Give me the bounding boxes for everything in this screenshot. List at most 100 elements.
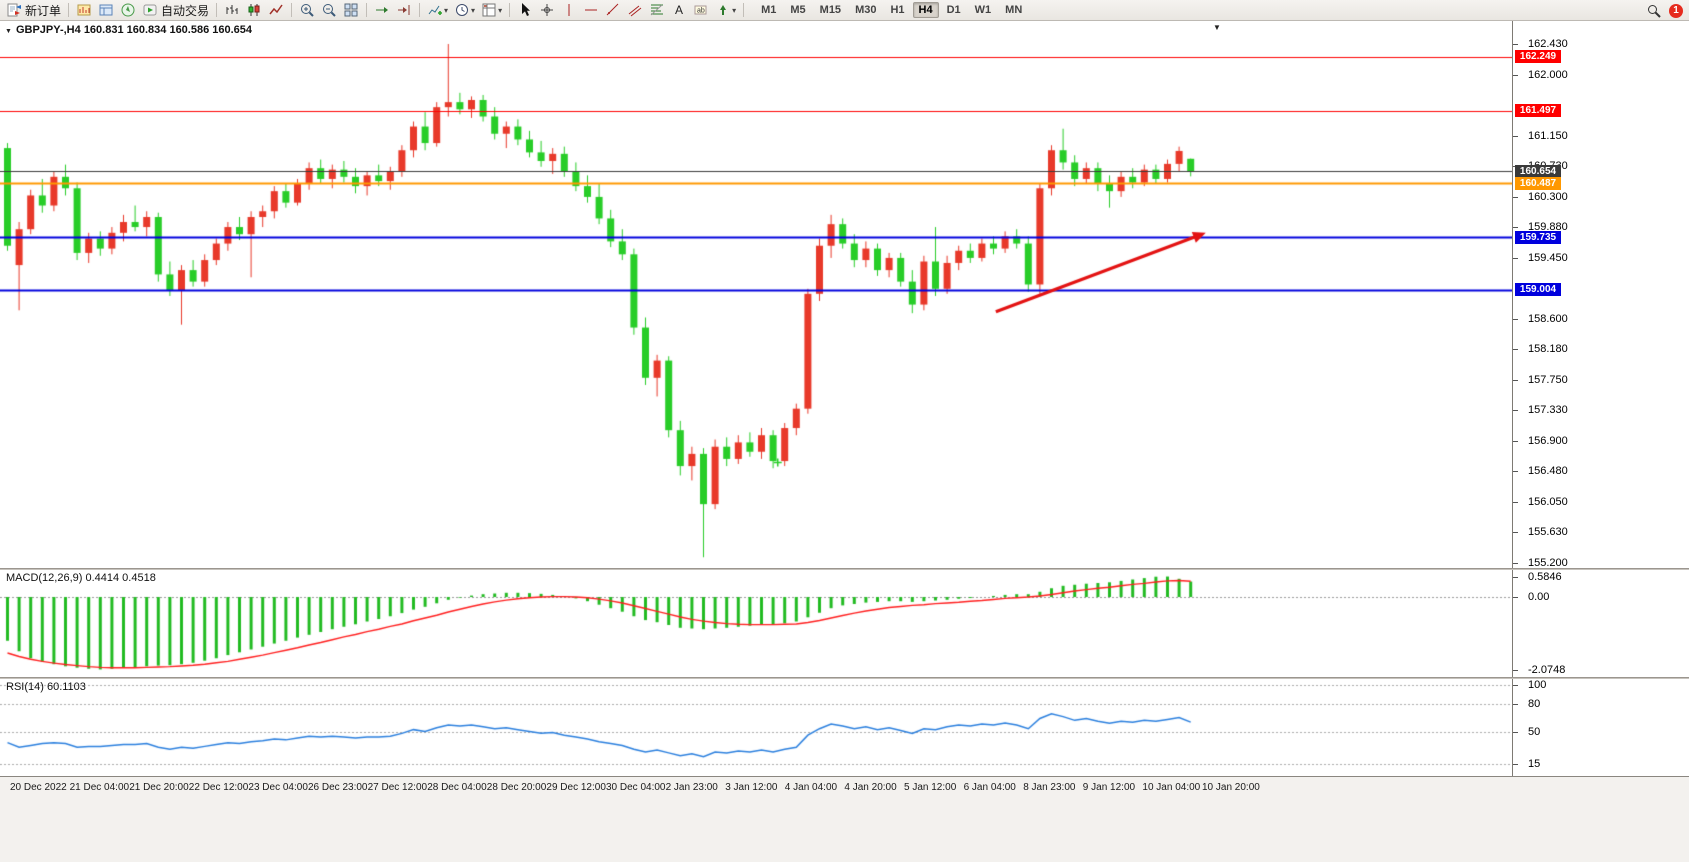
price-tick: 159.880 — [1528, 221, 1568, 234]
bottom-filler — [0, 798, 1689, 862]
macd-tick: 0.00 — [1528, 591, 1550, 603]
rsi-tick: 80 — [1528, 697, 1541, 710]
new-order-icon — [7, 3, 21, 17]
cursor-button[interactable] — [515, 1, 535, 19]
axis-tick-mark — [1513, 410, 1518, 412]
timeframe-w1[interactable]: W1 — [974, 4, 992, 16]
timeframe-m30[interactable]: M30 — [855, 4, 877, 16]
price-tick: 156.050 — [1528, 495, 1568, 508]
horizontal-line-button[interactable] — [581, 1, 601, 19]
rsi-tick: 100 — [1528, 679, 1547, 691]
text-button[interactable]: A — [669, 1, 689, 19]
price-tick: 156.480 — [1528, 465, 1568, 478]
line-chart-icon — [269, 4, 283, 15]
macd-tick: -2.0748 — [1528, 663, 1566, 676]
chart-shift-button[interactable] — [394, 1, 414, 19]
chart-symbol-period: GBPJPY-,H4 — [15, 24, 81, 36]
time-label: 30 Dec 04:00 — [606, 782, 666, 793]
price-tick: 161.150 — [1528, 129, 1568, 142]
auto-trading-label: 自动交易 — [161, 3, 210, 18]
channel-icon — [628, 5, 642, 17]
channel-button[interactable] — [625, 1, 645, 19]
data-window-icon — [99, 4, 113, 16]
time-label: 10 Jan 04:00 — [1142, 782, 1201, 793]
timeframe-h1[interactable]: H1 — [890, 4, 905, 16]
time-axis[interactable]: 20 Dec 2022 21 Dec 04:00 21 Dec 20:00 22 De… — [0, 776, 1689, 798]
search-icon[interactable] — [1646, 3, 1662, 19]
auto-trading-button[interactable]: 自动交易 — [140, 1, 211, 19]
navigator-button[interactable] — [118, 1, 138, 19]
chart-shift-icon — [398, 5, 410, 15]
indicators-button[interactable] — [425, 1, 450, 19]
time-label: 5 Jan 12:00 — [904, 782, 957, 793]
timeframe-h4[interactable]: H4 — [912, 2, 939, 18]
timeframe-m1[interactable]: M1 — [761, 4, 777, 16]
axis-tick-mark — [1513, 597, 1518, 598]
price-chart-canvas[interactable] — [0, 21, 1512, 568]
timeframe-mn[interactable]: MN — [1005, 4, 1023, 16]
crosshair-button[interactable] — [537, 1, 557, 19]
candlestick-chart-button[interactable] — [244, 1, 264, 19]
periods-clock-icon — [456, 4, 469, 16]
templates-button[interactable] — [479, 1, 504, 19]
arrows-tool-icon — [720, 5, 727, 15]
axis-tick-mark — [1513, 349, 1518, 351]
rsi-canvas[interactable] — [0, 679, 1512, 776]
axis-tick-mark — [1513, 74, 1518, 76]
axis-tick-mark — [1513, 501, 1518, 503]
fibonacci-button[interactable] — [647, 1, 667, 19]
chart-collapse-icon[interactable] — [5, 24, 16, 36]
trendline-button[interactable] — [603, 1, 623, 19]
new-order-button[interactable]: 新订单 — [4, 1, 63, 19]
axis-tick-mark — [1513, 379, 1518, 381]
arrows-tool-button[interactable] — [713, 1, 738, 19]
time-label: 4 Jan 20:00 — [844, 782, 897, 793]
text-icon: A — [675, 3, 683, 17]
timeframe-group: M1 M5 M15 M30 H1 H4 D1 W1 MN — [754, 2, 1029, 18]
market-watch-button[interactable] — [74, 1, 94, 19]
data-window-button[interactable] — [96, 1, 116, 19]
axis-tick-mark — [1513, 227, 1518, 229]
time-label: 29 Dec 12:00 — [546, 782, 606, 793]
new-order-label: 新订单 — [25, 3, 62, 18]
axis-tick-mark — [1513, 471, 1518, 473]
horizontal-line-icon — [585, 9, 598, 11]
periods-button[interactable] — [452, 1, 477, 19]
auto-scroll-button[interactable] — [372, 1, 392, 19]
vertical-line-button[interactable] — [559, 1, 579, 19]
auto-trading-icon — [143, 4, 157, 16]
price-tick: 162.000 — [1528, 68, 1568, 81]
text-label-button[interactable]: ab — [691, 1, 711, 19]
time-label: 22 Dec 12:00 — [188, 782, 249, 793]
market-watch-icon — [77, 4, 91, 16]
tile-windows-button[interactable] — [341, 1, 361, 19]
price-axis[interactable]: 162.430162.000161.150160.730160.300159.8… — [1512, 21, 1689, 776]
time-label: 6 Jan 04:00 — [963, 782, 1016, 793]
axis-tick-mark — [1513, 257, 1518, 259]
timeframe-d1[interactable]: D1 — [946, 4, 961, 16]
line-chart-button[interactable] — [266, 1, 286, 19]
price-tick: 158.180 — [1528, 343, 1568, 356]
timeframe-m5[interactable]: M5 — [790, 4, 806, 16]
price-badge: 162.249 — [1515, 50, 1561, 64]
rsi-panel-splitter[interactable] — [0, 677, 1689, 679]
price-tick: 156.900 — [1528, 434, 1568, 447]
tile-windows-icon — [344, 3, 358, 17]
chart-shift-marker[interactable] — [1213, 23, 1221, 32]
macd-canvas[interactable] — [0, 570, 1512, 677]
bar-chart-icon — [226, 5, 238, 14]
time-label: 28 Dec 20:00 — [486, 782, 547, 793]
zoom-in-button[interactable] — [297, 1, 317, 19]
notification-badge[interactable]: 1 — [1669, 3, 1683, 18]
indicators-icon — [428, 5, 443, 15]
macd-panel-splitter[interactable] — [0, 568, 1689, 570]
chart-ohlc-values: 160.831 160.834 160.586 160.654 — [83, 24, 253, 36]
macd-tick: 0.5846 — [1528, 570, 1562, 583]
toolbar-separator — [743, 3, 745, 17]
timeframe-m15[interactable]: M15 — [819, 4, 842, 16]
time-label: 4 Jan 04:00 — [784, 782, 838, 793]
bar-chart-button[interactable] — [222, 1, 242, 19]
time-label: 10 Jan 20:00 — [1202, 782, 1260, 793]
zoom-out-button[interactable] — [319, 1, 339, 19]
rsi-label: RSI(14) 60.1103 — [6, 681, 86, 693]
